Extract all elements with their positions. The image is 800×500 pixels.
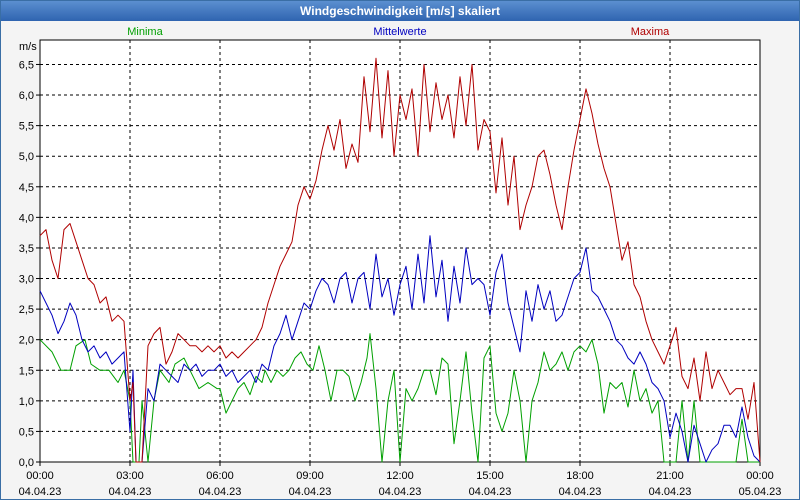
x-tick-date: 04.04.23 [199, 486, 242, 498]
legend-maxima: Maxima [631, 26, 670, 38]
series-line-maxima [39, 57, 761, 463]
x-tick-date: 04.04.23 [289, 486, 332, 498]
x-tick-time: 15:00 [476, 470, 504, 482]
x-tick-time: 21:00 [656, 470, 684, 482]
y-tick-label: 6,5 [19, 59, 34, 71]
series-line-minima [39, 333, 760, 463]
y-tick-label: 1,0 [19, 396, 34, 408]
y-tick-label: 0,5 [19, 426, 34, 438]
y-tick-label: 2,5 [19, 304, 34, 316]
legend-mittelwerte: Mittelwerte [373, 26, 426, 38]
x-tick-time: 00:00 [746, 470, 774, 482]
x-tick-date: 04.04.23 [559, 486, 602, 498]
y-axis-labels: 0,0 0,5 1,0 1,5 2,0 2,5 3,0 3,5 4,0 4,5 5,0 5,5 6,0 6… [19, 59, 34, 469]
x-tick-date: 04.04.23 [109, 486, 152, 498]
y-tick-label: 3,5 [19, 243, 34, 255]
y-tick-label: 5,0 [19, 151, 34, 163]
x-tick-date: 04.04.23 [19, 486, 62, 498]
y-tick-label: 1,5 [19, 365, 34, 377]
series-line-mittelwerte [39, 235, 761, 463]
chart-title: Windgeschwindigkeit [m/s] skaliert [1, 1, 799, 21]
legend-minima: Minima [127, 26, 163, 38]
x-tick-time: 09:00 [296, 470, 324, 482]
x-tick-time: 03:00 [116, 470, 144, 482]
series-lines [39, 57, 761, 463]
x-tick-date: 05.04.23 [739, 486, 782, 498]
x-tick-time: 18:00 [566, 470, 594, 482]
y-tick-label: 3,0 [19, 274, 34, 286]
y-tick-label: 6,0 [19, 90, 34, 102]
y-tick-label: 5,5 [19, 121, 34, 133]
y-axis-unit: m/s [19, 41, 37, 53]
x-tick-time: 12:00 [386, 470, 414, 482]
x-tick-date: 04.04.23 [379, 486, 422, 498]
x-tick-date: 04.04.23 [649, 486, 692, 498]
x-tick-time: 00:00 [26, 470, 54, 482]
y-tick-label: 0,0 [19, 457, 34, 469]
x-axis-labels: 00:00 04.04.23 03:00 04.04.23 06:00 04.04.23 0… [19, 470, 782, 498]
x-tick-date: 04.04.23 [469, 486, 512, 498]
y-tick-label: 2,0 [19, 335, 34, 347]
y-tick-label: 4,0 [19, 212, 34, 224]
x-tick-time: 06:00 [206, 470, 234, 482]
y-tick-label: 4,5 [19, 182, 34, 194]
